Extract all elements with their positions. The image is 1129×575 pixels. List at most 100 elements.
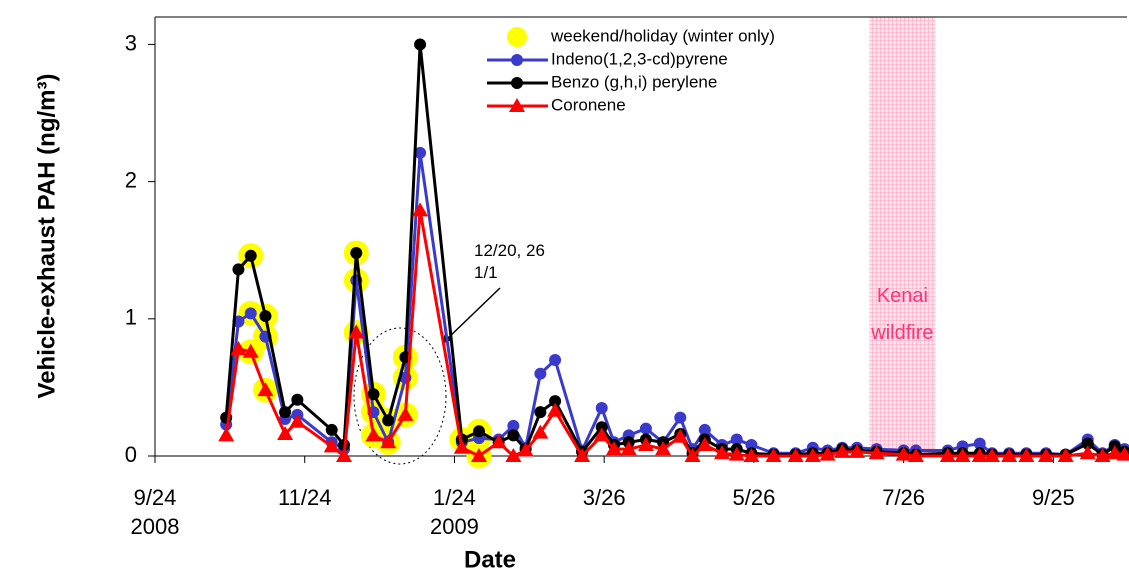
data-point bbox=[672, 428, 689, 443]
legend-marker bbox=[511, 77, 523, 89]
data-point bbox=[507, 429, 520, 442]
data-point bbox=[490, 434, 507, 449]
data-point bbox=[1079, 445, 1096, 460]
data-point bbox=[397, 406, 414, 421]
y-tick-label: 3 bbox=[125, 30, 137, 55]
data-point bbox=[574, 448, 591, 462]
data-point bbox=[257, 382, 274, 397]
x-tick-label: 9/25 bbox=[1031, 485, 1075, 510]
data-point bbox=[620, 441, 637, 456]
data-point bbox=[348, 324, 365, 339]
data-point bbox=[414, 146, 427, 159]
data-point bbox=[595, 421, 608, 434]
legend-marker bbox=[507, 27, 527, 47]
data-point bbox=[230, 340, 247, 355]
data-point bbox=[639, 422, 652, 435]
highlight-ellipse bbox=[353, 327, 447, 465]
data-point bbox=[549, 395, 562, 408]
data-point bbox=[244, 307, 257, 320]
data-point bbox=[350, 246, 363, 259]
legend-label: Indeno(1,2,3-cd)pyrene bbox=[551, 49, 728, 68]
data-point bbox=[517, 442, 534, 457]
annotation: 12/20, 26 1/1 bbox=[474, 241, 545, 283]
data-point bbox=[244, 249, 257, 262]
data-point bbox=[534, 367, 547, 380]
legend-label: Benzo (g,h,i) perylene bbox=[551, 72, 717, 91]
data-point bbox=[242, 343, 259, 358]
data-point bbox=[380, 434, 397, 449]
data-point bbox=[849, 443, 865, 458]
data-point bbox=[728, 446, 745, 461]
data-point bbox=[412, 202, 429, 217]
data-point bbox=[595, 401, 608, 414]
data-point bbox=[532, 424, 549, 439]
data-point bbox=[325, 423, 338, 436]
data-point bbox=[674, 411, 687, 424]
data-point bbox=[765, 448, 782, 462]
data-point bbox=[382, 414, 395, 427]
y-tick-label: 2 bbox=[125, 167, 137, 192]
data-point bbox=[973, 437, 986, 450]
data-point bbox=[279, 406, 292, 419]
y-axis-title: Vehicle-exhaust PAH (ng/m³) bbox=[33, 74, 60, 399]
x-axis-title: Date bbox=[464, 546, 516, 573]
shade-band bbox=[869, 17, 936, 456]
data-point bbox=[1038, 448, 1054, 462]
data-point bbox=[971, 448, 988, 462]
data-point bbox=[414, 38, 427, 51]
x-tick-label: 7/26 bbox=[882, 485, 926, 510]
legend-label: weekend/holiday (winter only) bbox=[550, 26, 775, 45]
data-point bbox=[1081, 437, 1094, 450]
data-point bbox=[507, 419, 520, 432]
x-tick-label: 1/24 2009 bbox=[429, 485, 479, 539]
data-point bbox=[696, 437, 713, 452]
data-point bbox=[954, 448, 971, 462]
data-point bbox=[819, 446, 836, 461]
legend-label: Coronene bbox=[551, 95, 626, 114]
data-point bbox=[637, 437, 654, 452]
y-tick-label: 0 bbox=[125, 442, 137, 467]
data-point bbox=[453, 439, 470, 454]
data-point bbox=[698, 423, 711, 436]
data-point bbox=[232, 263, 245, 276]
data-point bbox=[1018, 448, 1035, 462]
data-point bbox=[473, 425, 485, 438]
data-point bbox=[1057, 448, 1074, 462]
data-point bbox=[743, 448, 760, 462]
data-point bbox=[1116, 446, 1129, 461]
data-point bbox=[534, 406, 547, 419]
data-point bbox=[505, 448, 522, 462]
data-point bbox=[218, 427, 235, 442]
data-point bbox=[787, 448, 804, 462]
data-point bbox=[655, 441, 672, 456]
annotation-arrow bbox=[445, 287, 501, 341]
data-point bbox=[714, 445, 730, 460]
legend-marker bbox=[509, 98, 525, 112]
data-point bbox=[291, 393, 304, 406]
data-point bbox=[367, 388, 380, 401]
data-point bbox=[606, 441, 622, 456]
data-point bbox=[1001, 448, 1018, 462]
data-point bbox=[730, 433, 743, 446]
data-point bbox=[868, 445, 885, 460]
data-point bbox=[804, 448, 821, 462]
x-tick-label: 3/26 bbox=[582, 485, 626, 510]
x-tick-label: 11/24 bbox=[278, 485, 332, 510]
data-point bbox=[289, 413, 306, 428]
data-point bbox=[549, 353, 562, 366]
data-point bbox=[593, 427, 610, 442]
data-point bbox=[907, 448, 924, 462]
y-tick-label: 1 bbox=[125, 305, 137, 330]
data-point bbox=[471, 448, 487, 462]
data-point bbox=[277, 426, 294, 441]
data-point bbox=[684, 448, 701, 462]
data-point bbox=[365, 427, 382, 442]
data-point bbox=[745, 439, 758, 452]
data-point bbox=[323, 438, 340, 453]
x-tick-label: 9/24 2008 bbox=[130, 485, 180, 539]
data-point bbox=[834, 443, 851, 458]
data-point bbox=[259, 310, 272, 323]
shade-label: Kenai wildfire bbox=[871, 285, 934, 344]
